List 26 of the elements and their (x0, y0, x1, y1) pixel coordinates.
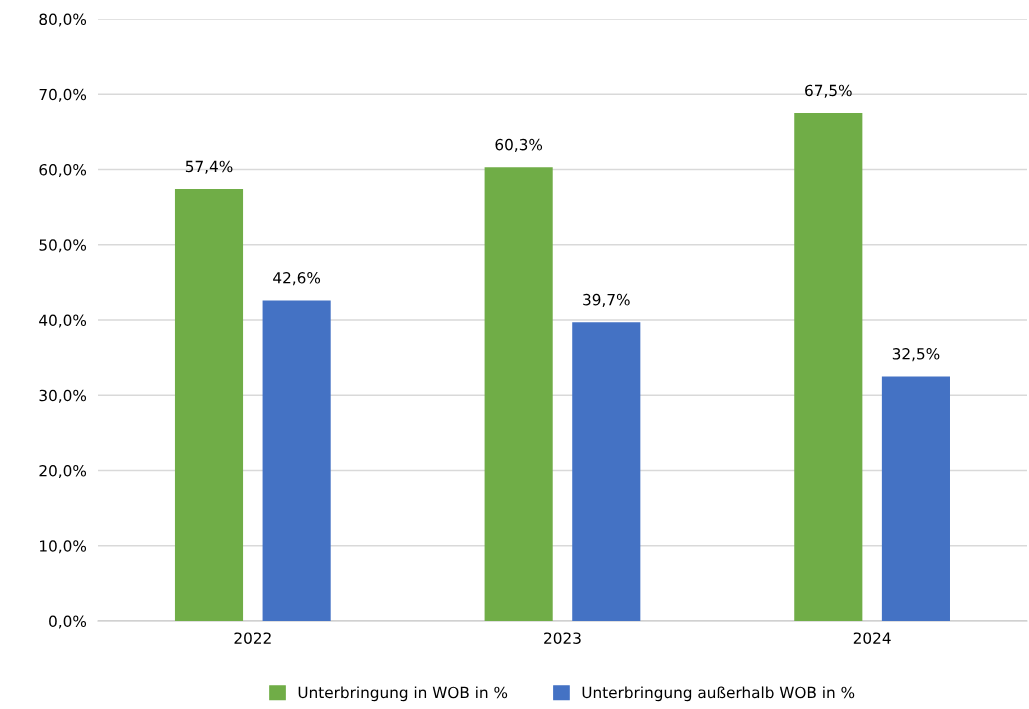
y-tick-label: 20,0% (39, 464, 87, 479)
data-label: 67,5% (805, 84, 852, 98)
data-label: 39,7% (583, 293, 630, 307)
bar (174, 189, 244, 621)
y-tick-label: 0,0% (49, 615, 87, 629)
bar (794, 113, 863, 621)
data-label: 57,4% (185, 160, 233, 174)
x-tick-label: 2022 (234, 632, 271, 644)
data-label: 32,5% (892, 348, 940, 362)
legend-label: Unterbringung außerhalb WOB in % (582, 686, 855, 702)
y-tick-label: 50,0% (39, 239, 87, 253)
x-tick-label: 2023 (544, 632, 581, 644)
bar (262, 300, 331, 621)
bar (572, 322, 641, 621)
x-tick-label: 2024 (853, 632, 891, 644)
y-tick-label: 40,0% (39, 314, 87, 328)
y-tick-label: 30,0% (39, 389, 87, 403)
y-tick-label: 70,0% (39, 88, 87, 102)
y-tick-label: 60,0% (39, 163, 87, 178)
data-label: 42,6% (273, 272, 321, 286)
bar (881, 376, 950, 621)
y-tick-label: 10,0% (40, 540, 87, 554)
data-label: 60,3% (495, 138, 543, 152)
legend-label: Unterbringung in WOB in % (298, 686, 508, 702)
y-tick-label: 80,0% (39, 13, 87, 27)
bar (484, 167, 553, 621)
